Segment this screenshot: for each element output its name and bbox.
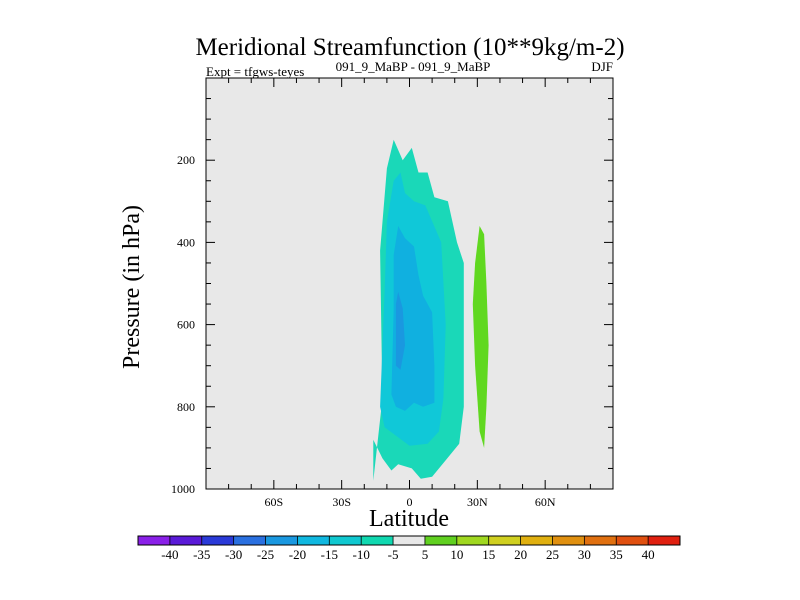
colorbar-label: 10	[450, 547, 463, 562]
y-tick-label: 200	[177, 153, 195, 167]
colorbar-label: -40	[161, 547, 178, 562]
x-tick-label: 30N	[467, 495, 488, 509]
colorbar-label: -25	[257, 547, 274, 562]
contour-region-3	[395, 291, 405, 370]
colorbar-label: 35	[610, 547, 623, 562]
colorbar-label: 15	[482, 547, 495, 562]
colorbar-swatch	[233, 536, 266, 545]
x-axis-title: Latitude	[369, 506, 449, 532]
colorbar-label: 5	[422, 547, 429, 562]
axis-ticks: 60S 30S 0 30N 60N 200 400 600 800 1000	[171, 78, 613, 509]
colorbar-label: 40	[642, 547, 655, 562]
colorbar-label: 20	[514, 547, 527, 562]
y-tick-label: 600	[177, 318, 195, 332]
y-axis-title: Pressure (in hPa)	[119, 205, 145, 369]
colorbar-swatch	[424, 536, 458, 545]
colorbar-swatch	[297, 536, 330, 545]
y-tick-label: 1000	[171, 482, 195, 496]
x-tick-label: 60S	[264, 495, 283, 509]
colorbar-label: -35	[193, 547, 210, 562]
colorbar-swatch	[520, 536, 553, 545]
colorbar-swatch	[329, 536, 362, 545]
colorbar: -40 -35 -30 -25 -20 -15 -10 -5 5 10 15 20 25 30 35 40	[137, 535, 681, 562]
contour-region-2	[391, 226, 435, 411]
season-label: DJF	[591, 59, 613, 74]
colorbar-label: -10	[353, 547, 370, 562]
colorbar-swatch	[584, 536, 617, 545]
run-label: 091_9_MaBP - 091_9_MaBP	[336, 59, 491, 74]
colorbar-swatch	[201, 536, 234, 545]
x-tick-label: 60N	[535, 495, 556, 509]
colorbar-swatch	[265, 536, 298, 545]
colorbar-label: 30	[578, 547, 591, 562]
colorbar-label: -15	[321, 547, 338, 562]
colorbar-label: 25	[546, 547, 559, 562]
colorbar-label: -20	[289, 547, 306, 562]
x-tick-label: 30S	[332, 495, 351, 509]
chart-title: Meridional Streamfunction (10**9kg/m-2)	[195, 34, 624, 61]
colorbar-swatch	[169, 536, 203, 545]
colorbar-swatch	[552, 536, 585, 545]
colorbar-label: -5	[388, 547, 399, 562]
colorbar-swatch	[456, 536, 489, 545]
y-tick-label: 800	[177, 400, 195, 414]
colorbar-swatch	[648, 536, 681, 545]
experiment-label: Expt = tfgws-teyes	[206, 64, 304, 79]
colorbar-swatch	[393, 536, 426, 545]
colorbar-swatch	[488, 536, 521, 545]
colorbar-label: -30	[225, 547, 242, 562]
colorbar-swatch	[616, 536, 649, 545]
x-tick-label: 0	[407, 495, 413, 509]
contour-region-4	[472, 226, 489, 448]
colorbar-swatch	[138, 536, 171, 545]
colorbar-frame	[137, 535, 681, 546]
colorbar-swatch	[361, 536, 394, 545]
contour-fields	[373, 139, 489, 481]
y-tick-label: 400	[177, 235, 195, 249]
